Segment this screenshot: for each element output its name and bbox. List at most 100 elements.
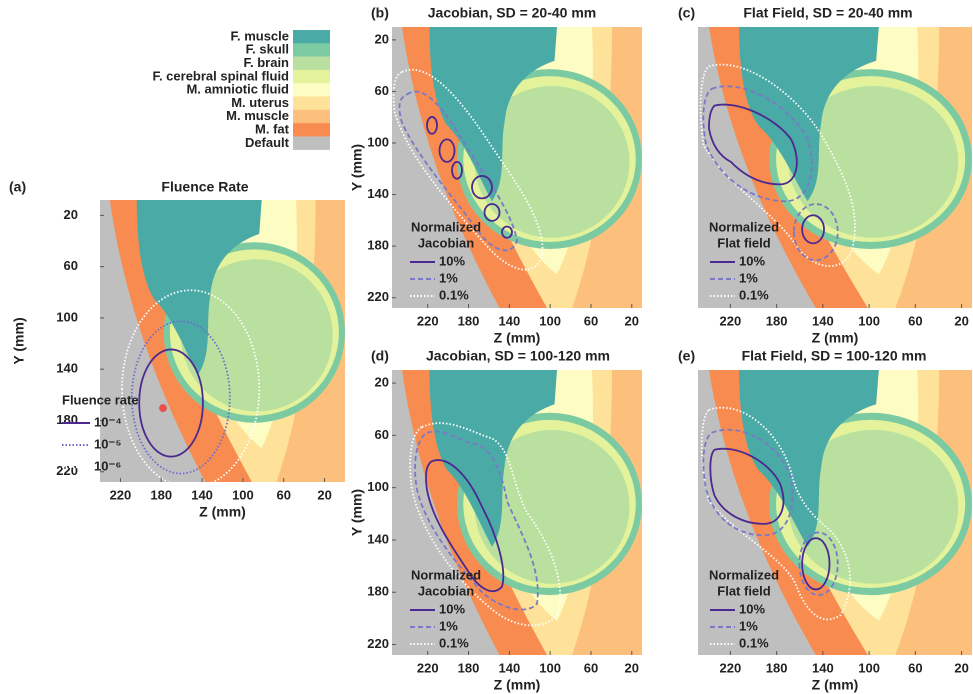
legend-label: 1%: [439, 270, 458, 285]
legend-label: Default: [245, 135, 290, 150]
y-axis-label: Y (mm): [349, 489, 365, 536]
contour: [426, 460, 503, 591]
panel-tag: (e): [678, 348, 695, 364]
contour: [410, 423, 560, 625]
legend-label: F. brain: [243, 55, 289, 70]
panel-tag: (c): [678, 5, 695, 21]
legend-title: Fluence rate: [62, 392, 139, 407]
legend-title: Normalized: [709, 567, 779, 582]
y-tick-label: 140: [367, 531, 389, 546]
x-tick-label: 100: [539, 313, 561, 328]
x-tick-label: 60: [908, 660, 922, 675]
contours: [394, 70, 543, 270]
tissue-map: [698, 27, 972, 308]
y-axis-label: Y (mm): [11, 317, 27, 364]
y-tick-label: 60: [64, 258, 78, 273]
x-tick-label: 60: [584, 660, 598, 675]
tissue-brain: [474, 86, 630, 238]
tissue-default: [698, 27, 816, 308]
x-tick-label: 140: [812, 660, 834, 675]
y-tick-label: 220: [56, 463, 78, 478]
legend-swatch: [293, 136, 330, 150]
y-tick-label: 60: [375, 427, 389, 442]
tissue-default: [698, 370, 816, 655]
legend-label: 10%: [739, 253, 765, 268]
tissue-map: [100, 200, 345, 487]
contour: [399, 92, 517, 251]
legend-label: 1%: [439, 618, 458, 633]
tissue-layers: [698, 370, 972, 655]
legend-label: 0.1%: [439, 635, 469, 650]
legend-label: M. fat: [255, 122, 290, 137]
x-axis-label: Z (mm): [199, 504, 246, 520]
x-axis-label: Z (mm): [494, 677, 541, 693]
legend-title: Flat field: [717, 235, 771, 250]
legend-label: M. amniotic fluid: [186, 82, 289, 97]
y-axis-label: Y (mm): [349, 144, 365, 191]
y-tick-label: 140: [367, 186, 389, 201]
contours: [122, 290, 259, 487]
x-tick-label: 220: [720, 313, 742, 328]
x-tick-label: 180: [458, 660, 480, 675]
panel-title: Jacobian, SD = 100-120 mm: [426, 348, 610, 364]
legend-swatch: [293, 123, 330, 137]
legend-title: Flat field: [717, 583, 771, 598]
tissue-f-muscle: [739, 27, 879, 202]
y-tick-label: 100: [56, 309, 78, 324]
x-tick-label: 180: [766, 660, 788, 675]
legend-title: Jacobian: [418, 235, 474, 250]
x-tick-label: 100: [539, 660, 561, 675]
x-tick-label: 180: [458, 313, 480, 328]
contour: [132, 321, 230, 473]
legend-label: 1%: [739, 618, 758, 633]
contour: [485, 204, 500, 221]
y-tick-label: 20: [375, 31, 389, 46]
contour: [452, 162, 462, 179]
tissue-default: [392, 27, 500, 308]
x-tick-label: 20: [625, 660, 639, 675]
legend-swatch: [293, 56, 330, 71]
panel-tag: (d): [371, 348, 389, 364]
legend-label: 10⁻⁴: [94, 414, 122, 429]
contour: [440, 139, 455, 161]
legend-label: F. muscle: [230, 28, 289, 43]
x-tick-label: 100: [858, 660, 880, 675]
legend-label: 0.1%: [739, 287, 769, 302]
legend-swatch: [293, 43, 330, 57]
tissue-layers: [392, 370, 642, 655]
panel-title: Flat Field, SD = 20-40 mm: [743, 5, 912, 21]
y-tick-label: 60: [375, 83, 389, 98]
y-tick-label: 180: [367, 584, 389, 599]
panel-title: Jacobian, SD = 20-40 mm: [428, 5, 596, 21]
contour: [702, 408, 850, 620]
legend-label: 0.1%: [739, 635, 769, 650]
contours: [701, 65, 855, 267]
tissue-map: [392, 370, 642, 655]
x-tick-label: 20: [954, 660, 968, 675]
legend-swatch: [293, 83, 330, 97]
x-tick-label: 100: [232, 487, 254, 502]
legend-swatch: [293, 109, 330, 124]
legend-title: Normalized: [709, 219, 779, 234]
x-tick-label: 20: [954, 313, 968, 328]
contour: [794, 204, 838, 260]
contour: [703, 86, 812, 201]
legend-swatch: [293, 96, 330, 110]
legend-label: 0.1%: [439, 287, 469, 302]
legend-label: 10%: [739, 601, 765, 616]
tissue-default: [100, 200, 206, 482]
x-tick-label: 220: [417, 660, 439, 675]
y-tick-label: 180: [367, 238, 389, 253]
y-tick-label: 220: [367, 636, 389, 651]
contour: [394, 70, 543, 270]
x-tick-label: 100: [858, 313, 880, 328]
x-tick-label: 220: [720, 660, 742, 675]
contours: [410, 423, 560, 625]
x-tick-label: 20: [625, 313, 639, 328]
x-tick-label: 140: [191, 487, 213, 502]
x-axis-label: Z (mm): [494, 330, 541, 346]
contour: [802, 215, 824, 243]
tissue-layers: [392, 27, 642, 308]
y-tick-label: 220: [367, 289, 389, 304]
